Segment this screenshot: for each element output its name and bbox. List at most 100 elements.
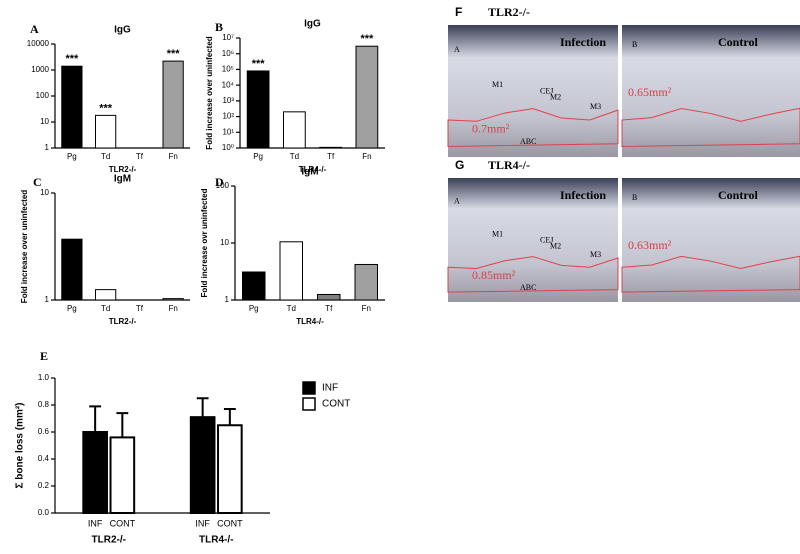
x-tick-label: Pg xyxy=(67,152,77,161)
x-tick-label: INF xyxy=(195,518,210,528)
bar xyxy=(319,146,342,149)
y-tick-label: 10⁰ xyxy=(222,143,234,152)
x-tick-label: Fn xyxy=(168,152,177,161)
bone-outline xyxy=(447,256,619,293)
bone-outline xyxy=(621,255,800,293)
bar xyxy=(162,60,184,149)
bar xyxy=(283,111,306,149)
photo-annotation: M3 xyxy=(590,102,601,111)
panel-title: TLR4-/- xyxy=(488,158,530,172)
y-tick-label: 1 xyxy=(45,143,50,152)
y-tick-label: 100 xyxy=(216,181,230,190)
panel-title: TLR2-/- xyxy=(488,5,530,19)
photo-label: Control xyxy=(718,35,758,49)
bar xyxy=(279,241,303,301)
photo-annotation: M3 xyxy=(590,250,601,259)
chart-title: IgM xyxy=(114,174,131,185)
significance: *** xyxy=(252,58,266,70)
x-tick-label: CONT xyxy=(110,518,136,528)
x-tick-label: Td xyxy=(287,304,296,313)
legend-swatch xyxy=(302,397,316,411)
y-tick-label: 1.0 xyxy=(38,373,50,382)
y-tick-label: 0.4 xyxy=(38,454,50,463)
panel-letter: E xyxy=(40,349,48,363)
error-bar xyxy=(223,408,236,426)
legend-label: CONT xyxy=(322,399,350,410)
x-tick-label: INF xyxy=(88,518,103,528)
x-axis-label: TLR2-/- xyxy=(109,165,137,174)
x-axis-label: TLR4-/- xyxy=(299,165,327,174)
chart-title: IgM xyxy=(301,167,318,178)
x-tick-label: Tf xyxy=(327,152,335,161)
significance: *** xyxy=(99,102,113,114)
significance: *** xyxy=(167,48,181,60)
panel-letter: D xyxy=(215,175,224,189)
y-axis-label: Σ bone loss (mm²) xyxy=(15,402,26,488)
y-tick-label: 1 xyxy=(225,295,230,304)
panel-letter: B xyxy=(215,20,223,34)
photo-label: Control xyxy=(718,188,758,202)
photo-annotation: M2 xyxy=(550,93,561,102)
legend-label: INF xyxy=(322,383,338,394)
x-axis-label: TLR2-/- xyxy=(109,317,137,326)
y-tick-label: 0.6 xyxy=(38,427,50,436)
photo-annotation: CEJ xyxy=(540,235,553,244)
y-tick-label: 10000 xyxy=(27,39,50,48)
photo-annotation: B xyxy=(632,193,637,202)
photo-annotation: M2 xyxy=(550,241,561,250)
x-tick-label: Pg xyxy=(249,304,259,313)
photo-annotation: M1 xyxy=(492,229,503,238)
photo-annotation: 0.85mm² xyxy=(472,268,516,282)
y-tick-label: 10² xyxy=(222,112,234,121)
photo-annotation: ABC xyxy=(520,283,536,292)
bar xyxy=(242,271,266,301)
photo-annotation: 0.7mm² xyxy=(472,121,510,135)
x-axis-label: TLR4-/- xyxy=(296,317,324,326)
photo xyxy=(622,178,800,302)
bar xyxy=(355,45,379,149)
bone-outline xyxy=(447,108,619,147)
bar xyxy=(61,238,83,301)
photo-label: Infection xyxy=(560,35,606,49)
photo-annotation: 0.63mm² xyxy=(628,238,672,252)
y-tick-label: 10 xyxy=(40,188,49,197)
bar xyxy=(217,424,243,514)
panel-letter: F xyxy=(455,5,462,19)
bar xyxy=(61,65,83,149)
error-bar xyxy=(116,412,129,438)
panel-letter: C xyxy=(33,175,42,189)
y-tick-label: 10⁷ xyxy=(222,33,234,42)
photo xyxy=(622,25,800,157)
y-tick-label: 10³ xyxy=(222,96,234,105)
x-tick-label: Pg xyxy=(67,304,77,313)
x-tick-label: Fn xyxy=(362,152,371,161)
y-tick-label: 10⁶ xyxy=(222,49,234,58)
error-bar xyxy=(196,397,209,418)
photo-annotation: M1 xyxy=(492,80,503,89)
chart-title: IgG xyxy=(114,25,131,36)
x-tick-label: Fn xyxy=(168,304,177,313)
x-tick-label: Tf xyxy=(136,304,144,313)
bar xyxy=(95,289,117,301)
y-axis-label: Fold increase over uninfected xyxy=(20,190,29,303)
panel-letter: G xyxy=(455,158,464,172)
photo-annotation: CEJ xyxy=(540,86,553,95)
bar xyxy=(317,293,341,301)
y-tick-label: 0.2 xyxy=(38,481,50,490)
y-tick-label: 10 xyxy=(220,238,229,247)
panel-letter: A xyxy=(30,22,39,36)
photo-annotation: A xyxy=(454,45,460,54)
y-axis-label: Fold increase over uninfected xyxy=(205,36,214,149)
bone-outline xyxy=(621,107,800,147)
bar xyxy=(354,263,378,301)
x-tick-label: Tf xyxy=(325,304,333,313)
y-tick-label: 10⁴ xyxy=(222,80,235,89)
x-tick-label: Pg xyxy=(253,152,263,161)
y-tick-label: 1000 xyxy=(31,65,49,74)
photo-annotation: ABC xyxy=(520,137,536,146)
y-tick-label: 10 xyxy=(40,117,49,126)
photo xyxy=(448,178,618,302)
chart-title: IgG xyxy=(304,19,321,30)
y-axis-label: Fold increase ovr uninfected xyxy=(200,188,209,297)
